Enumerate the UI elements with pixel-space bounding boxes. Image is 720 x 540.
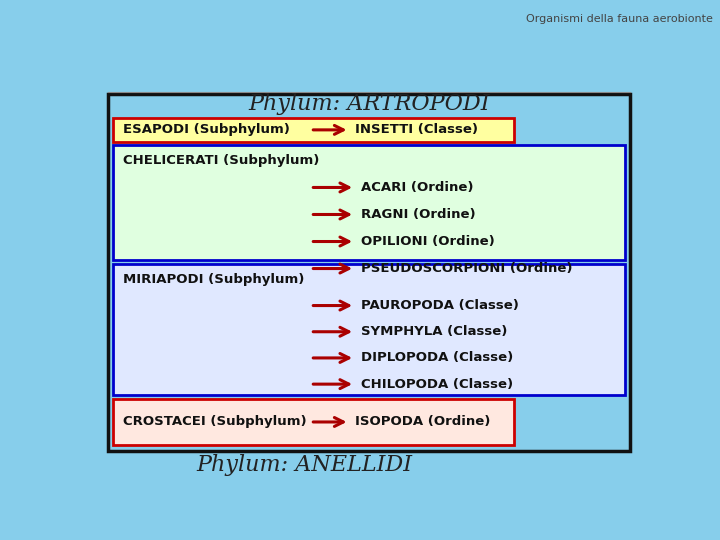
Text: ACARI (Ordine): ACARI (Ordine) [361, 181, 473, 194]
FancyBboxPatch shape [108, 94, 630, 451]
Text: ISOPODA (Ordine): ISOPODA (Ordine) [355, 415, 490, 428]
Text: CHELICERATI (Subphylum): CHELICERATI (Subphylum) [124, 154, 320, 167]
Text: Phylum: ANELLIDI: Phylum: ANELLIDI [196, 454, 412, 476]
Text: DIPLOPODA (Classe): DIPLOPODA (Classe) [361, 352, 513, 365]
Text: Phylum: ARTROPODI: Phylum: ARTROPODI [248, 93, 490, 116]
Text: ESAPODI (Subphylum): ESAPODI (Subphylum) [124, 123, 290, 137]
Text: CROSTACEI (Subphylum): CROSTACEI (Subphylum) [124, 415, 307, 428]
Text: MIRIAPODI (Subphylum): MIRIAPODI (Subphylum) [124, 273, 305, 286]
Text: CHILOPODA (Classe): CHILOPODA (Classe) [361, 377, 513, 390]
Text: INSETTI (Classe): INSETTI (Classe) [355, 123, 478, 137]
FancyBboxPatch shape [114, 145, 624, 260]
Text: SYMPHYLA (Classe): SYMPHYLA (Classe) [361, 325, 507, 338]
Text: OPILIONI (Ordine): OPILIONI (Ordine) [361, 235, 495, 248]
FancyBboxPatch shape [114, 399, 514, 445]
Text: Organismi della fauna aerobionte: Organismi della fauna aerobionte [526, 14, 713, 24]
Text: PAUROPODA (Classe): PAUROPODA (Classe) [361, 299, 518, 312]
Text: PSEUDOSCORPIONI (Ordine): PSEUDOSCORPIONI (Ordine) [361, 262, 572, 275]
Text: RAGNI (Ordine): RAGNI (Ordine) [361, 208, 475, 221]
FancyBboxPatch shape [114, 118, 514, 141]
FancyBboxPatch shape [114, 264, 624, 395]
